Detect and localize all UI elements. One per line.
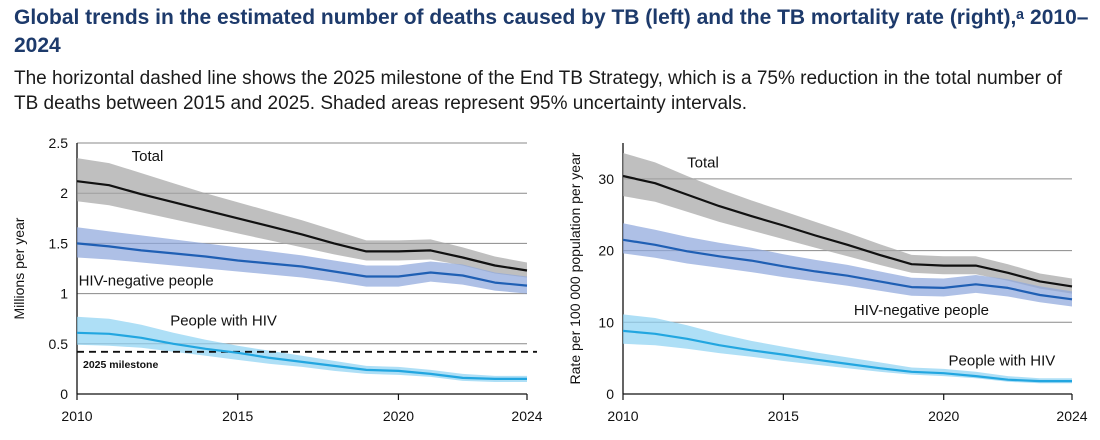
x-tick-label: 2024 [511,408,542,424]
y-tick-label: 0 [606,386,614,402]
y-axis-label: Rate per 100 000 population per year [567,152,583,384]
hiv-series-line [622,329,1072,383]
y-tick-label: 0 [60,386,68,402]
y-tick-label: 20 [598,243,614,259]
x-tick-label: 2015 [222,408,253,424]
hiv-series-label: People with HIV [949,352,1056,369]
x-tick-label: 2010 [607,408,638,424]
total-series-line [622,174,1073,288]
x-tick-label: 2015 [768,408,799,424]
total-uncertainty-band [623,153,1072,294]
y-tick-label: 2.5 [49,135,69,151]
hiv-series-line [76,331,527,380]
figure-title: Global trends in the estimated number of… [14,6,1089,57]
tb-deaths-chart: 0 0.5 1 1.5 2 2.5 2010 2015 2020 2024 Millions per… [11,135,543,424]
hiv-uncertainty-band [77,316,527,382]
milestone-label: 2025 milestone [83,359,158,371]
y-tick-label: 2 [60,185,68,201]
y-tick-label: 1 [60,286,68,302]
tb-mortality-rate-chart: 0 10 20 30 2010 2015 2020 2024 Rate per 100 000 … [567,143,1088,424]
x-tick-label: 2020 [383,408,414,424]
hiv-negative-series-label: HIV-negative people [854,302,989,319]
y-tick-label: 30 [598,171,614,187]
y-tick-label: 0.5 [49,336,69,352]
y-axis-label: Millions per year [11,217,27,319]
y-tick-label: 10 [598,314,614,330]
total-series-label: Total [687,154,719,171]
figure-subtitle: The horizontal dashed line shows the 202… [14,68,1063,114]
hiv-negative-series-line [76,242,528,287]
hiv-negative-series-line [622,238,1073,301]
total-uncertainty-band [77,158,527,278]
x-tick-label: 2024 [1056,408,1087,424]
y-tick-label: 1.5 [49,235,69,251]
x-tick-label: 2010 [61,408,92,424]
total-series-line [76,180,528,272]
total-series-label: Total [132,148,164,165]
x-tick-label: 2020 [928,408,959,424]
hiv-uncertainty-band [623,314,1072,384]
hiv-negative-series-label: HIV-negative people [79,273,214,290]
hiv-negative-uncertainty-band [77,227,527,294]
hiv-series-label: People with HIV [170,313,277,330]
